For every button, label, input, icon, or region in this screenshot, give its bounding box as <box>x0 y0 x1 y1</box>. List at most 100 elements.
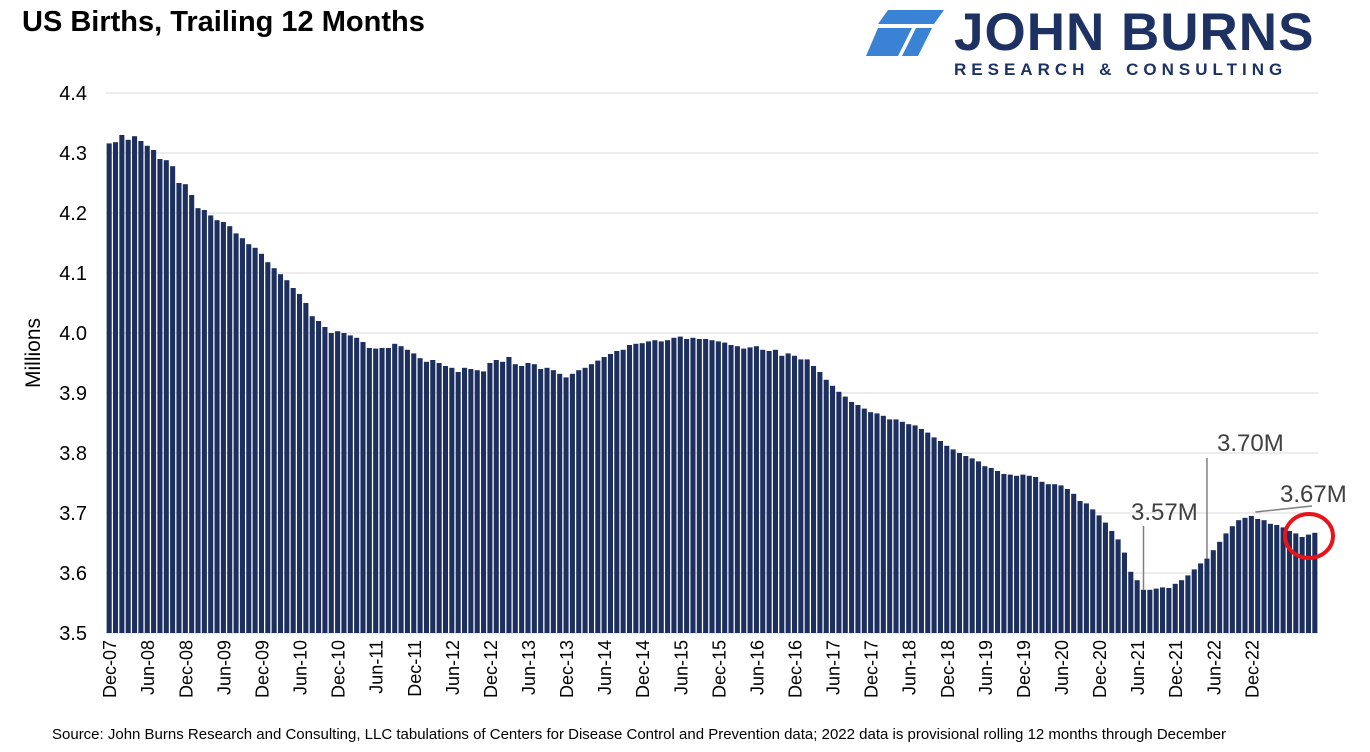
bar <box>1255 519 1261 633</box>
bar <box>988 468 994 633</box>
bar <box>328 333 334 633</box>
y-axis-label: Millions <box>22 318 45 388</box>
x-tick-label: Jun-13 <box>519 640 539 695</box>
x-tick-label: Jun-20 <box>1052 640 1072 695</box>
bar <box>779 355 785 633</box>
bar <box>144 145 150 634</box>
bar <box>436 363 442 633</box>
bar <box>1033 477 1039 633</box>
bar-series <box>106 135 1318 634</box>
bar <box>880 415 886 633</box>
bar <box>1204 558 1210 633</box>
y-tick-label: 3.8 <box>59 443 87 465</box>
x-tick-label: Dec-20 <box>1090 640 1110 698</box>
x-tick-label: Dec-12 <box>481 640 501 698</box>
x-tick-label: Jun-15 <box>671 640 691 695</box>
bar <box>132 136 138 633</box>
bar <box>284 280 290 633</box>
bar <box>341 333 347 633</box>
bar <box>1045 484 1051 633</box>
x-axis-ticks: Dec-07 Jun-08 Dec-08 Jun-09 Dec-09 Jun-10 Dec-… <box>100 640 1262 698</box>
bar <box>1286 531 1292 633</box>
bar <box>1280 527 1286 633</box>
bar <box>538 369 544 633</box>
bar <box>722 342 728 633</box>
bar <box>347 335 353 633</box>
bar <box>823 379 829 633</box>
bar <box>151 150 157 633</box>
bar <box>176 183 182 633</box>
bar <box>830 385 836 633</box>
bar <box>1128 571 1134 633</box>
bar <box>918 429 924 633</box>
bar <box>804 359 810 633</box>
bar <box>138 141 144 633</box>
bar <box>620 349 626 633</box>
bar <box>652 340 658 633</box>
bar <box>112 142 119 633</box>
bar <box>1236 520 1242 633</box>
bar <box>1077 501 1083 633</box>
annotation-label: 3.70M <box>1217 430 1284 457</box>
y-tick-label: 3.9 <box>59 383 87 405</box>
bar <box>1242 517 1248 633</box>
y-tick-label: 3.7 <box>59 503 87 525</box>
bar <box>868 412 874 633</box>
bar <box>931 437 937 633</box>
annotation-label: 3.57M <box>1131 499 1198 526</box>
bar <box>658 341 664 633</box>
x-tick-label: Jun-09 <box>214 640 234 695</box>
bar <box>703 339 709 633</box>
bar <box>1267 523 1273 633</box>
annotation-label: 3.67M <box>1280 481 1347 508</box>
bar <box>366 348 372 633</box>
bar <box>734 346 740 633</box>
bar <box>728 345 734 633</box>
bar <box>696 339 702 633</box>
bar <box>303 303 309 633</box>
bar <box>969 458 975 633</box>
annotations: 3.57M 3.70M 3.67M <box>1131 430 1347 590</box>
bar <box>601 357 607 633</box>
bar <box>449 367 455 633</box>
x-tick-label: Dec-14 <box>633 640 653 698</box>
bar <box>1210 550 1216 633</box>
bar <box>1064 489 1070 633</box>
bar <box>1134 580 1140 633</box>
x-tick-label: Dec-09 <box>252 640 272 698</box>
logo-tagline: RESEARCH & CONSULTING <box>954 60 1288 79</box>
bar <box>671 337 677 633</box>
bar <box>354 337 360 633</box>
bar <box>417 358 423 633</box>
bar <box>772 349 778 633</box>
x-tick-label: Dec-21 <box>1166 640 1186 698</box>
bar <box>360 342 366 633</box>
bar <box>258 253 265 634</box>
bar <box>747 347 753 633</box>
x-tick-label: Dec-15 <box>709 640 729 698</box>
bar <box>1026 475 1032 633</box>
bar <box>474 370 480 633</box>
x-tick-label: Dec-13 <box>557 640 577 698</box>
bar <box>639 343 645 633</box>
bar <box>912 425 918 633</box>
bar <box>791 355 798 633</box>
bar <box>1121 552 1127 633</box>
bar <box>1102 522 1108 633</box>
bar <box>684 339 690 633</box>
x-tick-label: Jun-18 <box>900 640 920 695</box>
bar <box>1096 515 1102 633</box>
bar <box>1140 589 1147 633</box>
x-tick-label: Dec-19 <box>1014 640 1034 698</box>
bar <box>709 340 715 633</box>
bar <box>646 341 652 633</box>
bar <box>1185 575 1191 633</box>
bar <box>404 349 410 633</box>
bar <box>1147 589 1153 633</box>
bar <box>899 421 905 633</box>
bar <box>519 366 525 633</box>
bar <box>982 466 988 633</box>
x-tick-label: Dec-10 <box>329 640 349 698</box>
bar <box>550 370 556 633</box>
bar <box>1217 541 1223 633</box>
